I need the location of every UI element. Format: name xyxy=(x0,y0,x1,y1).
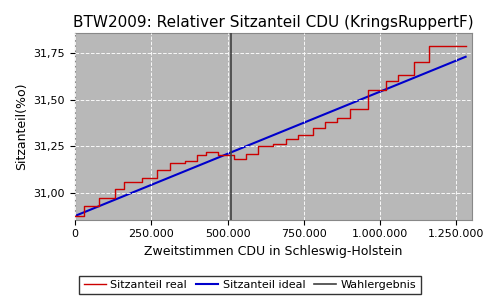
Sitzanteil ideal xyxy=(284,128,290,132)
Line: Sitzanteil real: Sitzanteil real xyxy=(75,46,466,216)
Sitzanteil real xyxy=(72,214,78,218)
Sitzanteil real xyxy=(462,44,468,47)
Y-axis label: Sitzanteil(%o): Sitzanteil(%o) xyxy=(15,82,28,170)
Sitzanteil real xyxy=(396,74,402,77)
Sitzanteil ideal xyxy=(260,138,266,141)
Sitzanteil real xyxy=(166,169,172,172)
Sitzanteil ideal xyxy=(258,139,264,142)
Sitzanteil ideal xyxy=(304,119,310,123)
Sitzanteil real xyxy=(139,176,145,180)
Sitzanteil real xyxy=(203,150,209,154)
Sitzanteil ideal xyxy=(462,55,468,58)
Sitzanteil ideal xyxy=(392,84,398,87)
Line: Sitzanteil ideal: Sitzanteil ideal xyxy=(75,57,466,216)
X-axis label: Zweitstimmen CDU in Schleswig-Holstein: Zweitstimmen CDU in Schleswig-Holstein xyxy=(144,245,403,258)
Sitzanteil real xyxy=(426,44,432,47)
Sitzanteil ideal xyxy=(453,59,459,62)
Title: BTW2009: Relativer Sitzanteil CDU (KringsRuppertF): BTW2009: Relativer Sitzanteil CDU (Kring… xyxy=(73,15,473,30)
Sitzanteil real xyxy=(462,44,468,47)
Legend: Sitzanteil real, Sitzanteil ideal, Wahlergebnis: Sitzanteil real, Sitzanteil ideal, Wahle… xyxy=(79,276,421,294)
Sitzanteil real xyxy=(112,187,117,191)
Sitzanteil ideal xyxy=(72,214,78,218)
